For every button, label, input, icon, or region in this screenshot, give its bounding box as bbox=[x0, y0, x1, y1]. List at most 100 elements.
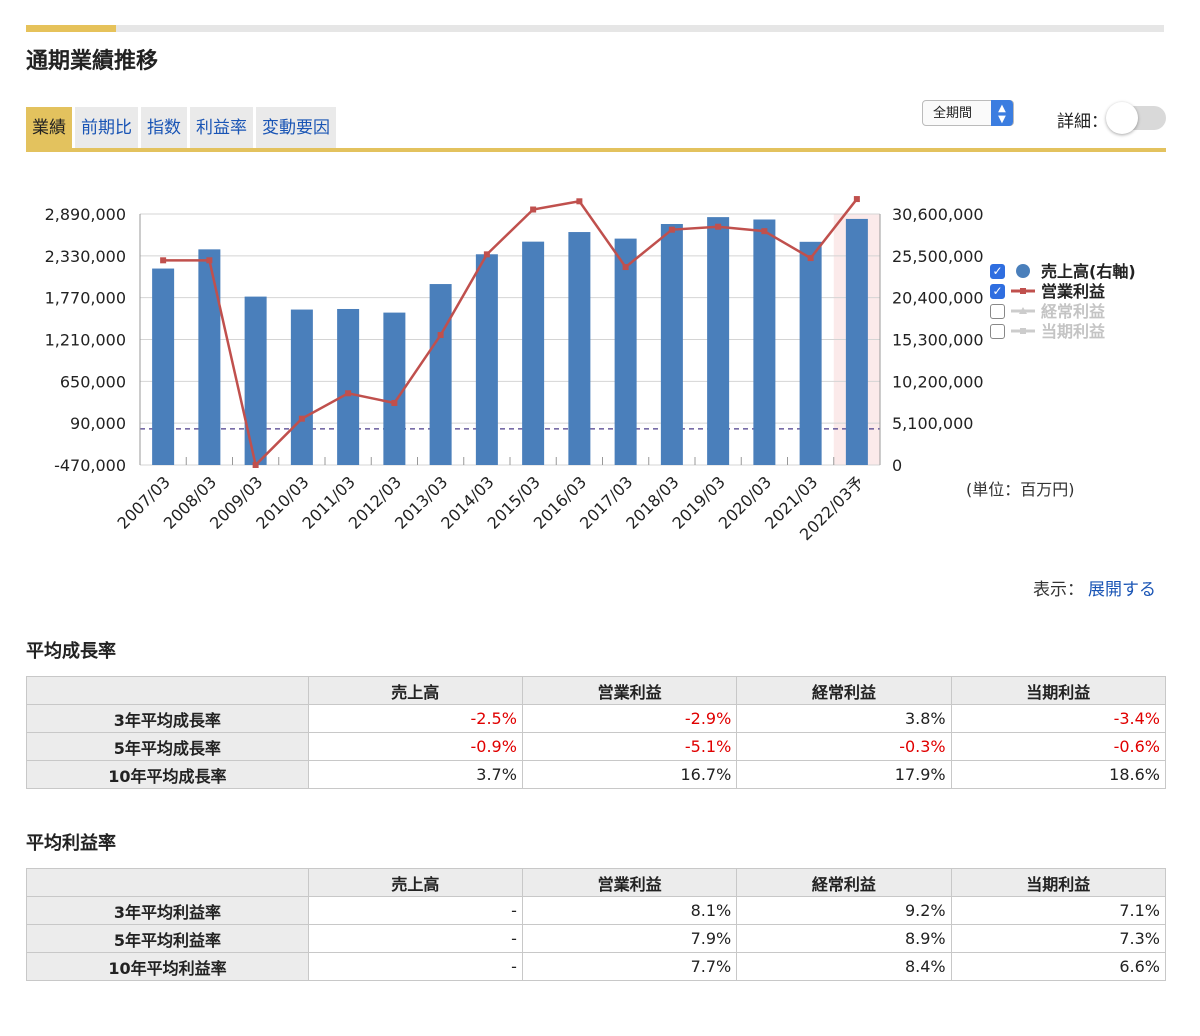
checkbox-unchecked-icon[interactable] bbox=[990, 303, 1005, 319]
top-progress-bar bbox=[26, 25, 1164, 32]
table-cell: 7.9% bbox=[521, 924, 738, 953]
top-progress-accent bbox=[26, 25, 116, 32]
legend-line-icon bbox=[1011, 288, 1035, 294]
table-row: 10年平均利益率 -7.7% 8.4% 6.6% bbox=[26, 952, 1167, 981]
right-tick-label: 20,400,000 bbox=[892, 289, 984, 308]
sales-bar bbox=[845, 218, 868, 465]
sales-bar bbox=[198, 249, 221, 465]
detail-label: 詳細： bbox=[1057, 112, 1108, 132]
table-cell: -0.6% bbox=[950, 732, 1167, 761]
table-header-cell: 経常利益 bbox=[736, 676, 952, 705]
operating-profit-point bbox=[668, 226, 675, 233]
operating-profit-point bbox=[345, 390, 352, 397]
tab-yoy[interactable]: 前期比 bbox=[75, 107, 138, 149]
table-cell: -3.4% bbox=[950, 704, 1167, 733]
operating-profit-point bbox=[206, 257, 213, 264]
table-header-cell: 営業利益 bbox=[521, 868, 738, 897]
sales-bar bbox=[383, 312, 406, 465]
table-header-cell: 当期利益 bbox=[950, 868, 1167, 897]
table-cell: 3.8% bbox=[736, 704, 952, 733]
right-tick-label: 30,600,000 bbox=[892, 205, 984, 224]
chart-legend: ✓ 売上高(右軸) ✓ 営業利益 経常利益 当期利益 bbox=[990, 261, 1136, 341]
left-tick-label: 1,210,000 bbox=[45, 331, 126, 350]
operating-profit-point bbox=[853, 196, 860, 203]
table-row: 3年平均成長率 -2.5% -2.9% 3.8% -3.4% bbox=[26, 704, 1167, 733]
table-cell: -5.1% bbox=[521, 732, 738, 761]
tab-index[interactable]: 指数 bbox=[141, 107, 187, 149]
expand-link[interactable]: 展開する bbox=[1088, 580, 1156, 600]
table-cell: 8.1% bbox=[521, 896, 738, 925]
table-header-cell: 経常利益 bbox=[736, 868, 952, 897]
display-label: 表示： bbox=[1033, 580, 1084, 600]
legend-label-net-profit: 当期利益 bbox=[1041, 321, 1106, 341]
operating-profit-polyline bbox=[163, 198, 858, 468]
sales-bar bbox=[522, 241, 545, 465]
earnings-chart: 2,890,000 2,330,000 1,770,000 1,210,000 650,… bbox=[45, 196, 984, 544]
right-tick-label: 25,500,000 bbox=[892, 247, 984, 266]
sales-bars bbox=[152, 217, 868, 465]
checkbox-unchecked-icon[interactable] bbox=[990, 323, 1005, 339]
right-tick-label: 0 bbox=[892, 456, 902, 475]
table-cell: 8.4% bbox=[736, 952, 952, 981]
legend-item-operating-profit[interactable]: ✓ 営業利益 bbox=[990, 281, 1136, 301]
toggle-knob bbox=[1106, 102, 1138, 134]
legend-item-net-profit[interactable]: 当期利益 bbox=[990, 321, 1136, 341]
tab-results[interactable]: 業績 bbox=[26, 107, 72, 149]
table-header-row: 売上高 営業利益 経常利益 当期利益 bbox=[26, 868, 1167, 897]
tab-change-factors[interactable]: 変動要因 bbox=[256, 107, 336, 149]
table-header-cell: 営業利益 bbox=[521, 676, 738, 705]
table-row: 5年平均成長率 -0.9% -5.1% -0.3% -0.6% bbox=[26, 732, 1167, 761]
left-tick-label: 2,890,000 bbox=[45, 205, 126, 224]
operating-profit-point bbox=[715, 223, 722, 230]
operating-profit-point bbox=[622, 264, 629, 271]
detail-toggle[interactable] bbox=[1106, 102, 1166, 134]
left-tick-label: 2,330,000 bbox=[45, 247, 126, 266]
operating-profit-point bbox=[160, 257, 167, 264]
sales-bar bbox=[799, 241, 822, 465]
sales-bar bbox=[660, 224, 683, 465]
period-select[interactable]: 全期間 ▲ ▼ bbox=[922, 100, 1014, 126]
table-header-cell: 当期利益 bbox=[950, 676, 1167, 705]
operating-profit-point bbox=[483, 251, 490, 258]
legend-line-icon bbox=[1011, 328, 1035, 334]
checkbox-checked-icon[interactable]: ✓ bbox=[990, 283, 1005, 299]
operating-profit-point bbox=[576, 198, 583, 205]
legend-item-sales[interactable]: ✓ 売上高(右軸) bbox=[990, 261, 1136, 281]
row-label: 10年平均利益率 bbox=[26, 952, 309, 981]
table-cell: -0.3% bbox=[736, 732, 952, 761]
table-cell: - bbox=[307, 952, 523, 981]
left-tick-label: 1,770,000 bbox=[45, 289, 126, 308]
table-row: 3年平均利益率 -8.1% 9.2% 7.1% bbox=[26, 896, 1167, 925]
legend-item-ordinary-profit[interactable]: 経常利益 bbox=[990, 301, 1136, 321]
legend-label-sales: 売上高(右軸) bbox=[1041, 261, 1136, 281]
table-row: 10年平均成長率 3.7% 16.7% 17.9% 18.6% bbox=[26, 760, 1167, 789]
tab-underline bbox=[26, 148, 1166, 152]
row-label: 3年平均成長率 bbox=[26, 704, 309, 733]
left-tick-label: 650,000 bbox=[60, 372, 126, 391]
legend-label-ordinary-profit: 経常利益 bbox=[1041, 301, 1106, 321]
operating-profit-point bbox=[252, 462, 259, 468]
operating-profit-point bbox=[530, 206, 537, 213]
row-label: 10年平均成長率 bbox=[26, 760, 309, 789]
section-title: 通期業績推移 bbox=[26, 49, 159, 74]
operating-profit-point bbox=[391, 399, 398, 406]
table-header-cell bbox=[26, 676, 309, 705]
table-cell: -2.5% bbox=[307, 704, 523, 733]
unit-label: (単位：百万円) bbox=[966, 480, 1075, 499]
table-cell: -0.9% bbox=[307, 732, 523, 761]
sales-bar bbox=[707, 217, 730, 465]
checkbox-checked-icon[interactable]: ✓ bbox=[990, 263, 1005, 279]
growth-rate-title: 平均成長率 bbox=[26, 641, 116, 662]
tab-bar: 業績 前期比 指数 利益率 変動要因 bbox=[26, 107, 336, 151]
sales-bar bbox=[152, 268, 175, 465]
operating-profit-point bbox=[298, 415, 305, 422]
growth-rate-table: 売上高 営業利益 経常利益 当期利益 3年平均成長率 -2.5% -2.9% 3.8%… bbox=[26, 676, 1167, 789]
right-tick-label: 5,100,000 bbox=[892, 414, 973, 433]
table-cell: 9.2% bbox=[736, 896, 952, 925]
row-label: 5年平均成長率 bbox=[26, 732, 309, 761]
operating-profit-point bbox=[437, 332, 444, 339]
table-cell: 8.9% bbox=[736, 924, 952, 953]
tab-margin[interactable]: 利益率 bbox=[190, 107, 253, 149]
sales-bar bbox=[337, 308, 360, 465]
table-cell: 6.6% bbox=[950, 952, 1167, 981]
